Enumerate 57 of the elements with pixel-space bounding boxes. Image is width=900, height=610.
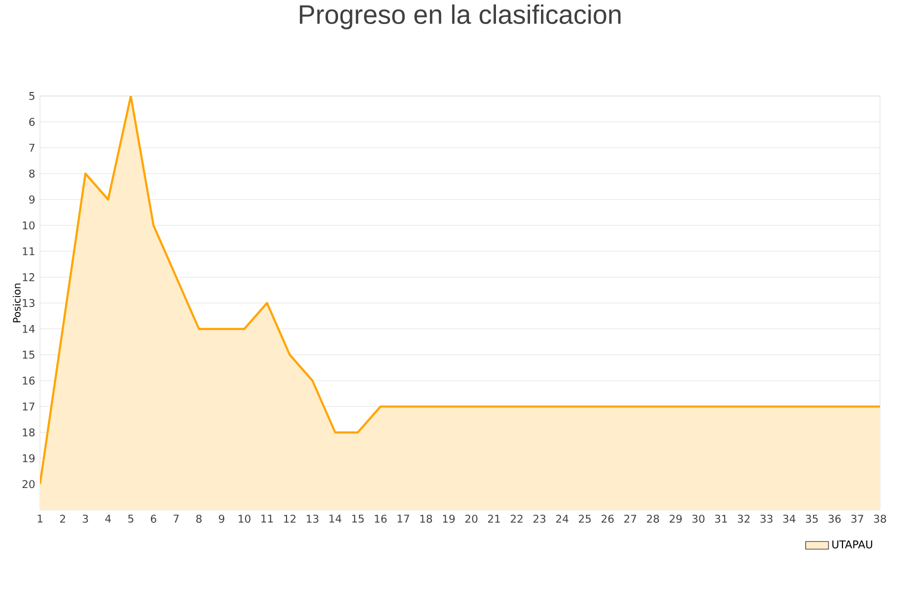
x-tick-label: 5 xyxy=(128,514,134,523)
x-tick-label: 18 xyxy=(420,514,432,523)
x-tick-label: 36 xyxy=(828,514,841,523)
y-tick-label: 14 xyxy=(22,324,35,333)
chart-title: Progreso en la clasificacion xyxy=(300,4,620,30)
x-tick-label: 24 xyxy=(556,514,568,523)
x-tick-label: 13 xyxy=(306,514,318,523)
x-tick-label: 8 xyxy=(196,514,202,523)
y-tick-label: 7 xyxy=(29,144,34,152)
y-tick-label: 5 xyxy=(29,92,34,100)
x-tick-label: 35 xyxy=(806,514,818,523)
x-tick-label: 31 xyxy=(715,514,727,523)
x-tick-label: 9 xyxy=(218,514,224,523)
legend-label: UTAPAU xyxy=(832,540,872,548)
y-tick-label: 11 xyxy=(22,247,34,256)
x-tick-label: 33 xyxy=(760,514,772,523)
x-tick-label: 7 xyxy=(174,514,179,522)
y-tick-label: 8 xyxy=(29,170,35,178)
x-tick-label: 19 xyxy=(443,514,455,523)
y-tick-label: 19 xyxy=(22,454,35,462)
x-tick-label: 10 xyxy=(238,514,250,523)
x-tick-label: 29 xyxy=(670,514,682,523)
x-tick-label: 2 xyxy=(60,514,66,523)
x-tick-label: 21 xyxy=(488,514,500,523)
y-tick-label: 20 xyxy=(22,480,35,488)
x-tick-label: 6 xyxy=(150,514,156,523)
x-tick-label: 30 xyxy=(692,514,704,523)
y-tick-label: 13 xyxy=(22,298,34,308)
x-tick-label: 11 xyxy=(261,514,273,522)
y-tick-label: 12 xyxy=(22,273,34,282)
x-tick-label: 26 xyxy=(602,514,614,523)
x-tick-label: 12 xyxy=(284,514,296,523)
x-tick-label: 17 xyxy=(398,514,410,522)
x-tick-label: 1 xyxy=(38,514,42,522)
x-tick-label: 38 xyxy=(874,514,886,523)
x-tick-label: 25 xyxy=(578,514,591,523)
x-tick-label: 34 xyxy=(783,514,796,523)
x-tick-label: 37 xyxy=(851,514,864,523)
x-tick-label: 28 xyxy=(646,514,660,523)
x-tick-label: 4 xyxy=(105,514,111,522)
y-tick-label: 9 xyxy=(29,195,35,204)
y-tick-label: 17 xyxy=(22,402,34,410)
y-tick-label: 16 xyxy=(22,376,35,385)
y-tick-label: 6 xyxy=(29,118,35,126)
x-tick-label: 27 xyxy=(624,514,636,523)
x-tick-label: 3 xyxy=(82,514,88,523)
x-tick-label: 16 xyxy=(374,514,387,523)
y-tick-label: 15 xyxy=(22,350,34,359)
y-axis-title: Posicion xyxy=(12,284,21,322)
x-tick-label: 32 xyxy=(738,514,750,523)
y-tick-label: 18 xyxy=(22,428,35,436)
x-tick-label: 23 xyxy=(533,514,546,523)
x-tick-label: 15 xyxy=(352,514,364,523)
y-tick-label: 10 xyxy=(22,221,35,230)
x-tick-label: 20 xyxy=(465,514,478,523)
x-tick-label: 14 xyxy=(330,514,342,522)
x-tick-label: 22 xyxy=(510,514,522,523)
